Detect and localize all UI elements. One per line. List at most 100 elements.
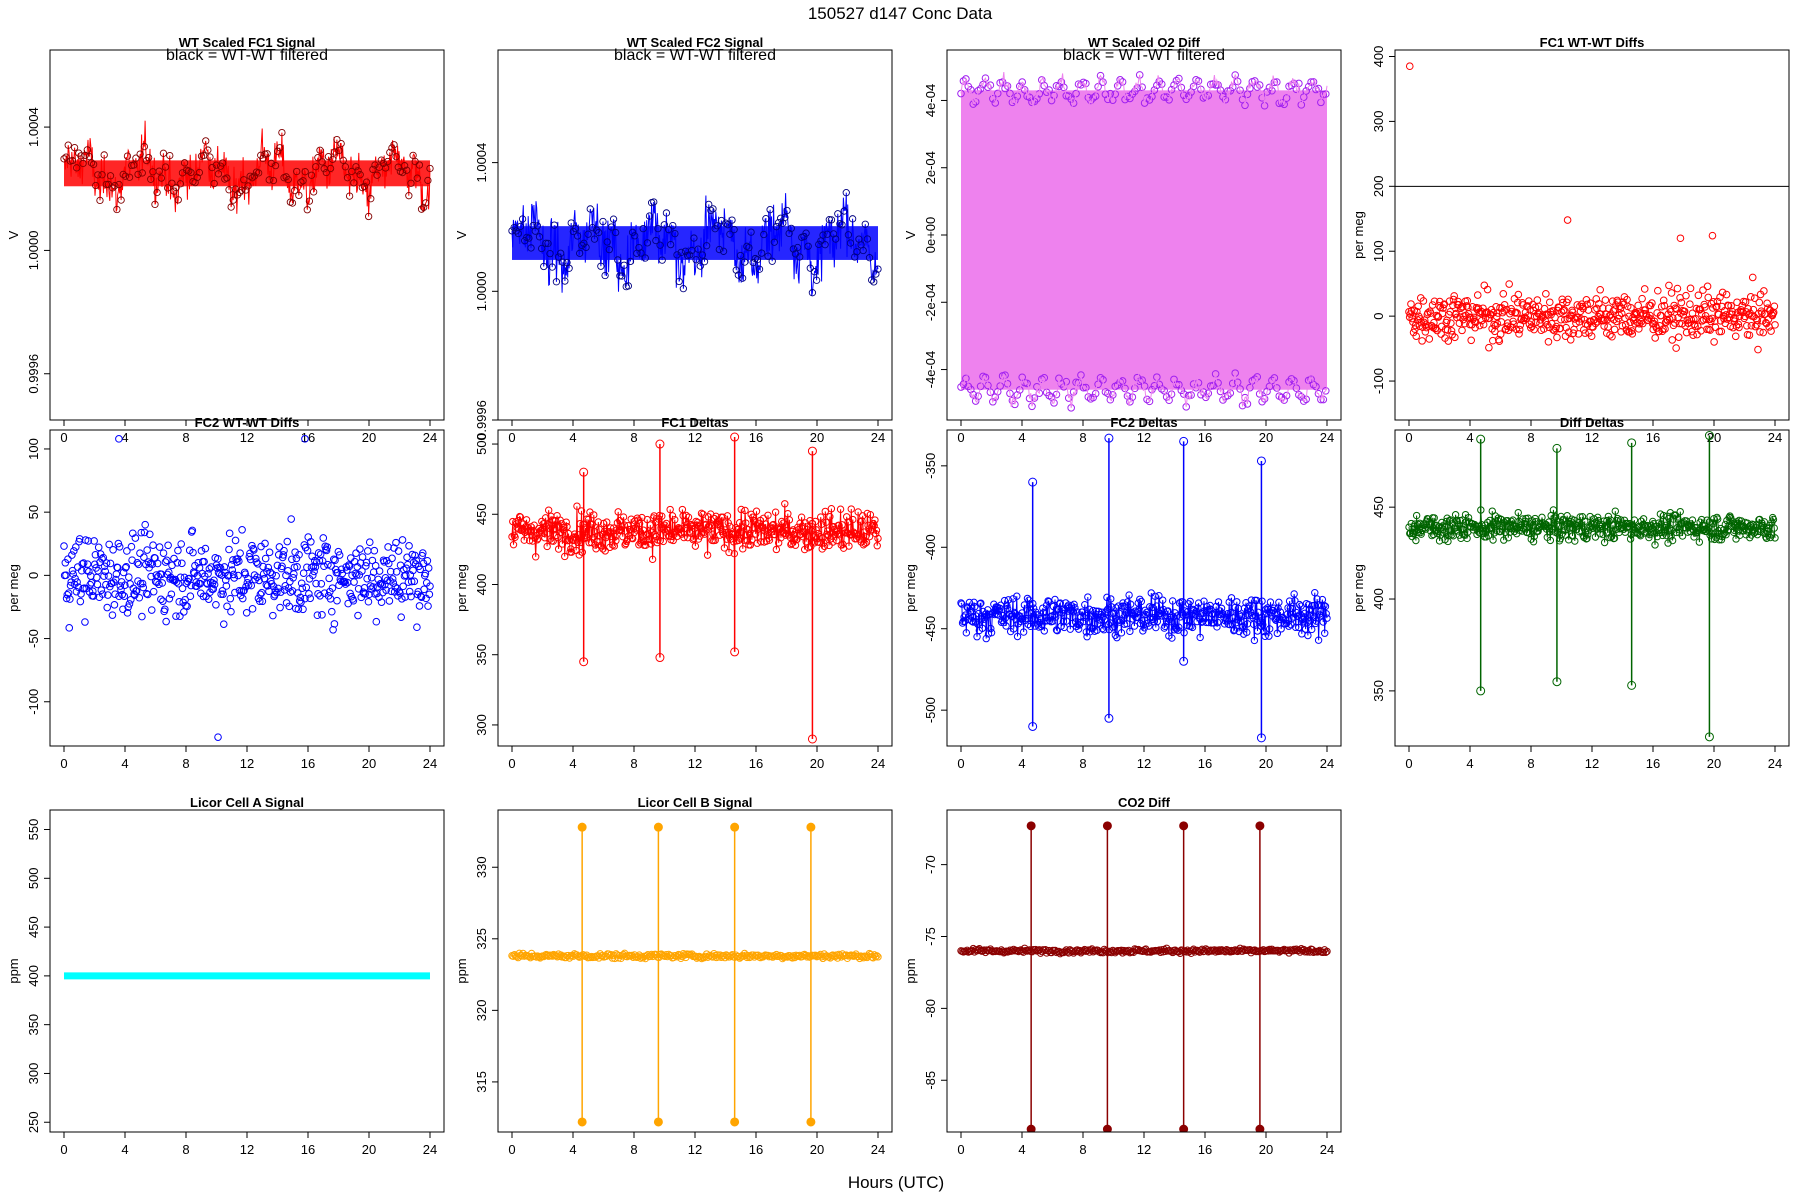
x-tick-label: 16: [1198, 1142, 1212, 1157]
y-tick-label: 315: [474, 1071, 489, 1093]
data-point: [109, 546, 117, 554]
data-point: [398, 536, 407, 544]
spike-point: [579, 467, 589, 477]
data-point: [98, 171, 106, 179]
data-point: [407, 577, 416, 586]
data-point: [126, 595, 135, 604]
data-point: [571, 224, 580, 233]
data-point: [274, 550, 283, 559]
data-point: [1689, 331, 1697, 339]
y-tick-label: 1.0000: [474, 271, 489, 311]
data-point: [361, 590, 369, 598]
data-point: [350, 578, 358, 586]
data-point: [861, 220, 869, 228]
data-point: [643, 239, 652, 247]
spike-point: [807, 446, 817, 456]
data-point: [193, 571, 202, 580]
data-point: [1447, 327, 1456, 335]
data-point: [1664, 310, 1673, 318]
data-point: [111, 590, 119, 598]
data-point: [236, 549, 244, 557]
data-point: [1319, 395, 1328, 404]
data-point: [214, 170, 223, 178]
data-point: [1131, 384, 1139, 393]
data-point: [264, 563, 273, 572]
data-point: [1104, 389, 1112, 398]
data-point: [626, 257, 635, 266]
data-point: [1177, 83, 1186, 92]
data-point: [170, 187, 178, 195]
data-point: [265, 176, 273, 184]
data-point: [409, 566, 417, 575]
data-point: [327, 607, 336, 616]
data-point: [142, 589, 151, 598]
data-point: [407, 179, 415, 187]
spike-point: [1179, 436, 1189, 446]
data-point: [363, 574, 371, 583]
data-point: [247, 581, 256, 590]
data-point: [592, 226, 601, 234]
data-point: [1317, 395, 1325, 404]
data-point: [962, 75, 970, 83]
data-point: [658, 256, 666, 264]
data-point: [206, 153, 214, 161]
x-tick-label: 24: [1320, 1142, 1334, 1157]
spike-point: [1627, 680, 1637, 690]
data-point: [1246, 383, 1254, 392]
data-point: [178, 559, 186, 568]
x-tick-label: 20: [362, 1142, 376, 1157]
data-point: [178, 584, 187, 593]
data-point: [1221, 95, 1230, 104]
data-point: [320, 562, 328, 571]
data-point: [1150, 86, 1159, 94]
data-point: [209, 585, 218, 593]
data-point: [288, 555, 296, 564]
x-tick-label: 16: [1646, 430, 1660, 445]
data-point: [1668, 336, 1677, 344]
data-point: [305, 197, 314, 205]
data-point: [405, 192, 413, 200]
data-point: [753, 256, 762, 264]
data-point: [312, 163, 320, 171]
data-point: [317, 579, 326, 588]
data-point: [147, 175, 155, 183]
x-tick-label: 12: [1585, 756, 1599, 771]
data-point: [294, 605, 303, 613]
data-point: [159, 597, 167, 605]
data-point: [1540, 304, 1549, 313]
data-point: [838, 221, 846, 229]
data-point: [1184, 92, 1193, 100]
x-tick-label: 24: [423, 1142, 437, 1157]
x-tick-label: 12: [688, 756, 702, 771]
data-point: [1564, 295, 1572, 304]
data-point: [607, 223, 616, 231]
data-point: [375, 567, 384, 575]
data-point: [419, 559, 428, 568]
data-point: [561, 277, 569, 285]
plot-frame: [497, 49, 893, 421]
x-tick-label: 24: [871, 1142, 885, 1157]
data-point: [872, 270, 880, 278]
data-point: [612, 228, 620, 237]
data-point: [740, 949, 749, 958]
data-point: [1710, 338, 1718, 346]
data-point: [1449, 301, 1457, 310]
x-tick-label: 20: [1259, 756, 1273, 771]
x-tick-label: 12: [1137, 756, 1151, 771]
data-point: [1511, 309, 1519, 317]
series-line: [511, 503, 879, 560]
data-point: [1431, 324, 1439, 333]
x-tick-label: 8: [182, 430, 189, 445]
data-point: [870, 278, 878, 286]
data-point: [702, 242, 711, 250]
data-point: [219, 159, 227, 167]
data-point: [420, 203, 428, 212]
data-point: [981, 74, 990, 82]
data-point: [140, 528, 149, 537]
data-point: [1096, 71, 1105, 80]
data-point: [810, 268, 819, 276]
panel-p5: FC2 WT-WT Diffs per meg -100 -50 0 50 100 0 4 8 12…: [6, 415, 445, 771]
data-point: [586, 205, 594, 213]
data-point: [1500, 301, 1509, 309]
data-point: [1454, 300, 1463, 309]
